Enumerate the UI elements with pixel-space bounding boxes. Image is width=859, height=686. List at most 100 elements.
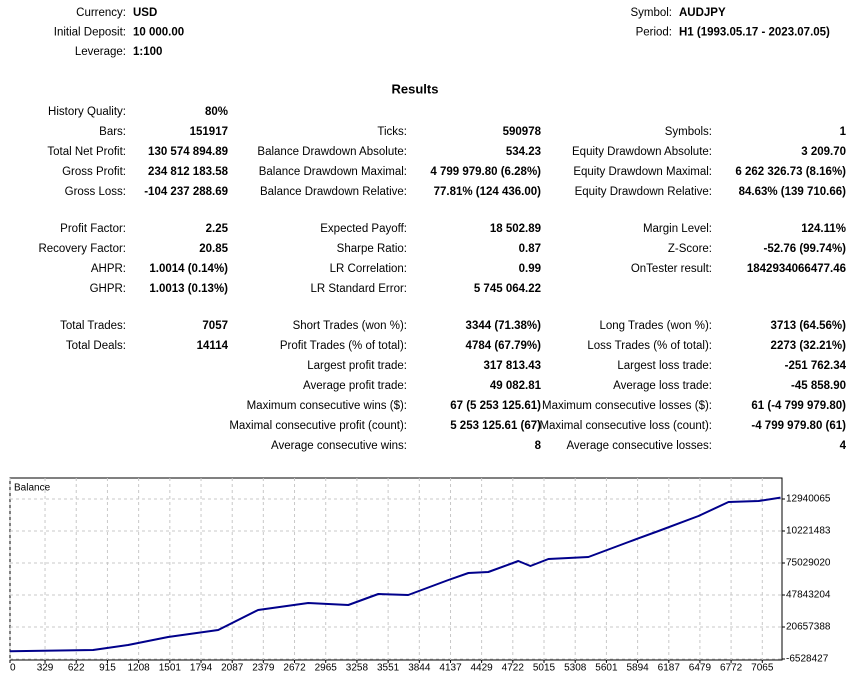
x-tick-label: 2672: [283, 663, 306, 674]
stat-value: 3713 (64.56%): [771, 320, 847, 332]
stat-value: 4784 (67.79%): [466, 340, 542, 352]
header-label: Currency:: [76, 7, 126, 19]
stat-label: Average consecutive wins:: [271, 440, 407, 452]
stat-label: Total Deals:: [66, 340, 126, 352]
x-tick-label: 1208: [128, 663, 151, 674]
results-title: Results: [392, 81, 439, 96]
stat-value: 4: [840, 440, 847, 452]
stat-label: Z-Score:: [668, 243, 712, 255]
stat-label: Balance Drawdown Maximal:: [259, 166, 407, 178]
x-tick-label: 7065: [751, 663, 774, 674]
legend-label: Balance: [14, 483, 51, 494]
stat-value: 5 745 064.22: [474, 283, 541, 295]
x-tick-label: 5601: [595, 663, 618, 674]
stat-value: 18 502.89: [490, 223, 541, 235]
header-value: 1:100: [133, 46, 162, 58]
x-tick-label: 0: [10, 663, 16, 674]
x-tick-label: 4429: [470, 663, 493, 674]
stat-label: Total Trades:: [60, 320, 126, 332]
stat-label: Balance Drawdown Absolute:: [257, 146, 407, 158]
y-tick-label: 75029020: [786, 558, 831, 569]
stat-label: LR Standard Error:: [310, 283, 407, 295]
x-tick-label: 1794: [190, 663, 213, 674]
stat-value: 590978: [503, 126, 542, 138]
stat-value: 0.87: [519, 243, 541, 255]
x-tick-label: 3844: [408, 663, 431, 674]
stat-label: Gross Profit:: [62, 166, 126, 178]
stat-label: Gross Loss:: [65, 186, 126, 198]
stat-value: -251 762.34: [785, 360, 847, 372]
stat-value: 84.63% (139 710.66): [739, 186, 847, 198]
x-tick-label: 2087: [221, 663, 244, 674]
stat-label: Expected Payoff:: [320, 223, 407, 235]
x-tick-label: 3258: [346, 663, 369, 674]
x-tick-label: 3551: [377, 663, 400, 674]
stat-label: Largest loss trade:: [617, 360, 712, 372]
stat-label: OnTester result:: [631, 263, 712, 275]
stat-value: 2273 (32.21%): [771, 340, 847, 352]
header-value: H1 (1993.05.17 - 2023.07.05): [679, 27, 830, 39]
stat-label: Bars:: [99, 126, 126, 138]
stat-label: Average profit trade:: [303, 380, 407, 392]
stat-label: LR Correlation:: [330, 263, 407, 275]
x-tick-label: 6187: [658, 663, 681, 674]
stat-label: Maximal consecutive profit (count):: [229, 420, 407, 432]
stat-value: 67 (5 253 125.61): [450, 400, 541, 412]
stat-value: 317 813.43: [483, 360, 541, 372]
stat-value: 3344 (71.38%): [466, 320, 542, 332]
stat-label: History Quality:: [48, 106, 126, 118]
x-tick-label: 4137: [439, 663, 462, 674]
stat-value: 6 262 326.73 (8.16%): [735, 166, 846, 178]
stat-label: Equity Drawdown Maximal:: [573, 166, 712, 178]
x-tick-label: 5308: [564, 663, 587, 674]
stat-value: 80%: [205, 106, 228, 118]
stat-label: Equity Drawdown Relative:: [575, 186, 712, 198]
stat-value: -52.76 (99.74%): [764, 243, 847, 255]
stat-value: 1: [840, 126, 847, 138]
stat-value: 4 799 979.80 (6.28%): [430, 166, 541, 178]
stat-value: 130 574 894.89: [148, 146, 228, 158]
stat-label: Largest profit trade:: [307, 360, 407, 372]
stat-value: 1.0014 (0.14%): [149, 263, 228, 275]
y-tick-label: 10221483: [786, 526, 831, 537]
balance-line: [9, 496, 781, 653]
stat-label: Sharpe Ratio:: [337, 243, 407, 255]
stat-label: Total Net Profit:: [47, 146, 126, 158]
stat-label: Average loss trade:: [613, 380, 712, 392]
stat-label: Equity Drawdown Absolute:: [572, 146, 712, 158]
stat-label: Symbols:: [665, 126, 712, 138]
x-tick-label: 5015: [533, 663, 556, 674]
header-value: 10 000.00: [133, 27, 184, 39]
x-tick-label: 915: [99, 663, 116, 674]
stat-label: Maximum consecutive losses ($):: [542, 400, 712, 412]
x-tick-label: 622: [68, 663, 85, 674]
stat-label: GHPR:: [90, 283, 126, 295]
stat-value: 1.0013 (0.13%): [149, 283, 228, 295]
header-value: AUDJPY: [679, 7, 726, 19]
stat-label: Maximum consecutive wins ($):: [247, 400, 407, 412]
stat-value: 8: [535, 440, 542, 452]
x-tick-label: 6772: [720, 663, 743, 674]
stat-label: Profit Factor:: [60, 223, 126, 235]
stat-label: Average consecutive losses:: [566, 440, 712, 452]
header-label: Symbol:: [630, 7, 672, 19]
stat-label: AHPR:: [91, 263, 126, 275]
stat-value: -104 237 288.69: [144, 186, 228, 198]
stat-label: Ticks:: [377, 126, 407, 138]
stat-value: 1842934066477.46: [747, 263, 846, 275]
stat-label: Short Trades (won %):: [293, 320, 407, 332]
stat-label: Balance Drawdown Relative:: [260, 186, 407, 198]
x-tick-label: 5894: [626, 663, 649, 674]
stat-value: -45 858.90: [791, 380, 846, 392]
header-label: Period:: [636, 27, 672, 39]
stat-value: 0.99: [519, 263, 541, 275]
header-label: Leverage:: [75, 46, 126, 58]
stat-label: Margin Level:: [643, 223, 712, 235]
plot-area: [9, 477, 783, 661]
stat-label: Maximal consecutive loss (count):: [539, 420, 712, 432]
stat-value: 2.25: [206, 223, 229, 235]
stat-value: 77.81% (124 436.00): [434, 186, 542, 198]
stat-label: Recovery Factor:: [38, 243, 126, 255]
